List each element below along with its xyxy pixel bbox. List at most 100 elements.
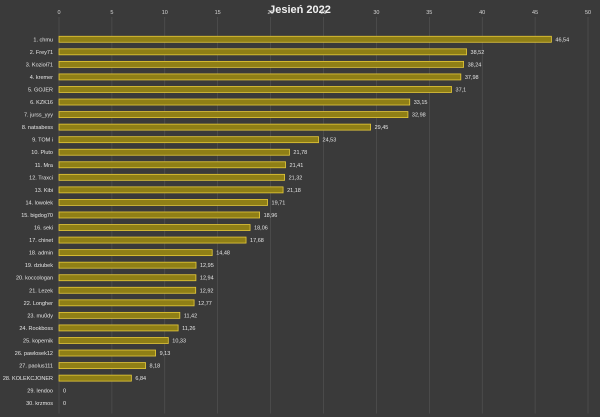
category-label: 17. chinet (29, 238, 53, 244)
category-label: 3. Kozioł71 (26, 62, 53, 68)
bar (58, 35, 552, 43)
category-label: 2. Frey71 (30, 50, 53, 56)
bar (58, 349, 156, 357)
bar (58, 374, 132, 382)
x-tick-label: 15 (215, 10, 221, 16)
bar (58, 337, 169, 344)
category-label: 30. krzmos (26, 401, 53, 407)
value-label: 0 (63, 389, 66, 395)
bar (58, 60, 464, 68)
bar (58, 286, 197, 294)
bar (58, 111, 409, 118)
value-label: 24,53 (323, 138, 337, 144)
value-label: 33,15 (414, 100, 428, 106)
value-label: 32,98 (412, 113, 426, 119)
value-label: 21,78 (293, 150, 307, 156)
category-label: 19. dziubek (25, 263, 53, 269)
category-label: 29. lendoo (27, 389, 53, 395)
bar (58, 261, 197, 269)
bar (58, 148, 290, 156)
category-label: 4. kremer (30, 75, 53, 81)
value-label: 37,98 (465, 75, 479, 81)
x-tick-label: 45 (532, 10, 538, 16)
category-label: 25. kopernik (23, 338, 53, 344)
category-label: 24. Rookboss (19, 326, 53, 332)
bar (58, 274, 197, 282)
bar (58, 186, 284, 194)
bar (58, 324, 179, 332)
x-tick-label: 50 (585, 10, 591, 16)
value-label: 21,18 (287, 188, 301, 194)
value-label: 17,68 (250, 238, 264, 244)
x-tick-label: 30 (373, 10, 379, 16)
x-tick-label: 5 (110, 10, 113, 16)
category-label: 26. pawlosek12 (15, 351, 53, 357)
category-label: 15. bigdog70 (21, 213, 53, 219)
category-label: 21. Lezek (29, 288, 53, 294)
chart-title: Jesień 2022 (269, 4, 331, 16)
bar (58, 123, 371, 131)
category-label: 20. koccologan (16, 276, 53, 282)
value-label: 8,18 (150, 364, 161, 370)
category-label: 18. admin (29, 251, 53, 257)
value-label: 21,41 (290, 163, 304, 169)
value-label: 14,48 (216, 251, 230, 257)
bar (58, 311, 181, 319)
category-label: 9. TOM i (32, 138, 53, 144)
value-label: 11,42 (184, 313, 197, 319)
bar (58, 98, 411, 106)
bar (58, 299, 195, 307)
category-label: 14. lowolek (25, 200, 53, 206)
value-label: 21,32 (289, 175, 303, 181)
value-label: 12,95 (200, 263, 214, 269)
category-label: 23. mu0dy (27, 313, 53, 319)
bar (58, 236, 247, 244)
category-label: 11. Mra (35, 163, 54, 169)
bar (58, 249, 213, 257)
bar (58, 136, 319, 144)
bar (58, 86, 452, 93)
category-label: 6. KZK16 (30, 100, 53, 106)
category-label: 1. chmu (33, 37, 53, 43)
bar (58, 224, 251, 231)
x-tick-label: 40 (479, 10, 485, 16)
value-label: 12,94 (200, 276, 214, 282)
bar (58, 362, 146, 369)
value-label: 18,96 (264, 213, 278, 219)
category-label: 22. Longher (24, 301, 54, 307)
value-label: 6,84 (135, 376, 146, 382)
category-label: 10. Pluto (31, 150, 53, 156)
x-tick-label: 0 (57, 10, 60, 16)
bar (58, 161, 286, 169)
value-label: 38,24 (468, 62, 482, 68)
category-label: 16. seki (34, 226, 53, 232)
bar (58, 199, 268, 206)
category-label: 13. Kibi (35, 188, 53, 194)
bar (58, 48, 467, 56)
x-tick-label: 35 (426, 10, 432, 16)
category-label: 12. Traxci (29, 175, 53, 181)
value-label: 11,26 (182, 326, 195, 332)
value-label: 46,54 (555, 37, 569, 43)
value-label: 29,45 (375, 125, 389, 131)
bar (58, 73, 462, 81)
category-label: 5. GOJER (28, 87, 53, 93)
value-label: 9,13 (160, 351, 171, 357)
category-label: 7. jurss_yyy (24, 113, 53, 119)
value-label: 18,06 (254, 226, 268, 232)
x-tick-label: 20 (268, 10, 274, 16)
value-label: 10,33 (172, 338, 186, 344)
category-label: 8. natsabess (22, 125, 53, 131)
x-tick-label: 10 (162, 10, 168, 16)
value-label: 12,77 (198, 301, 212, 307)
value-label: 19,71 (272, 200, 286, 206)
value-label: 37,1 (456, 87, 467, 93)
bar (58, 173, 285, 181)
category-label: 27. paolus111 (19, 364, 53, 370)
category-label: 28. KOLEKCJONER (3, 376, 53, 382)
value-label: 12,92 (200, 288, 214, 294)
bar (58, 211, 260, 219)
x-tick-label: 25 (320, 10, 326, 16)
value-label: 38,52 (471, 50, 485, 56)
